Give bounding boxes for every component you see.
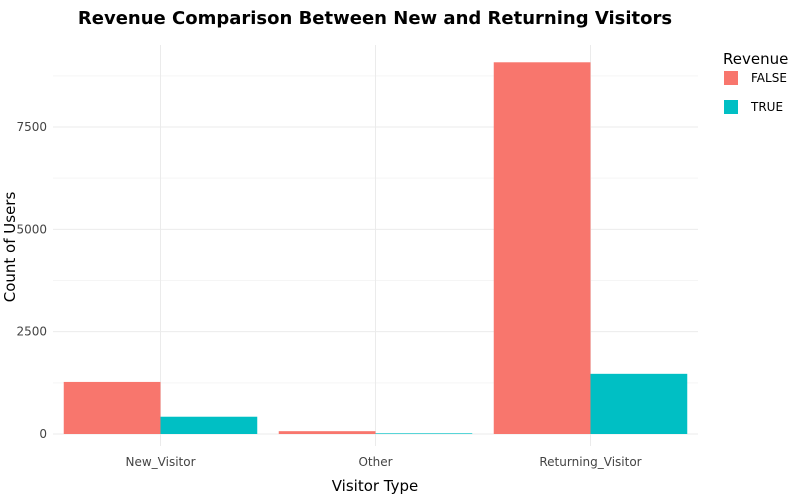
y-axis-ticks: 0 2500 5000 7500 <box>16 120 47 441</box>
bar-other-true <box>375 433 473 434</box>
bar-new-visitor-false <box>63 381 161 434</box>
bars <box>63 62 688 435</box>
legend-key-true <box>724 100 738 114</box>
chart-title: Revenue Comparison Between New and Retur… <box>78 8 672 29</box>
x-tick-label: New_Visitor <box>125 455 195 469</box>
legend-title: Revenue <box>723 50 788 68</box>
legend-key-false <box>724 71 738 85</box>
bar-other-false <box>278 431 376 434</box>
legend-label: TRUE <box>750 100 783 114</box>
x-tick-label: Returning_Visitor <box>539 455 641 469</box>
x-axis-ticks: New_Visitor Other Returning_Visitor <box>125 455 641 469</box>
y-tick-label: 0 <box>39 427 47 441</box>
bar-new-visitor-true <box>160 416 258 434</box>
bar-returning-visitor-true <box>590 373 688 434</box>
y-tick-label: 7500 <box>16 120 47 134</box>
legend-label: FALSE <box>751 71 787 85</box>
bar-returning-visitor-false <box>493 62 591 435</box>
x-axis-title: Visitor Type <box>332 477 419 494</box>
x-tick-label: Other <box>358 455 392 469</box>
y-tick-label: 5000 <box>16 222 47 236</box>
y-tick-label: 2500 <box>16 325 47 339</box>
legend: Revenue FALSE TRUE <box>723 50 788 114</box>
y-axis-title: Count of Users <box>1 192 19 303</box>
